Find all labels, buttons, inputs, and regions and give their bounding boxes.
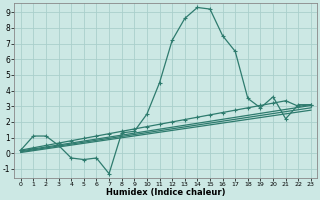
X-axis label: Humidex (Indice chaleur): Humidex (Indice chaleur) xyxy=(106,188,226,197)
